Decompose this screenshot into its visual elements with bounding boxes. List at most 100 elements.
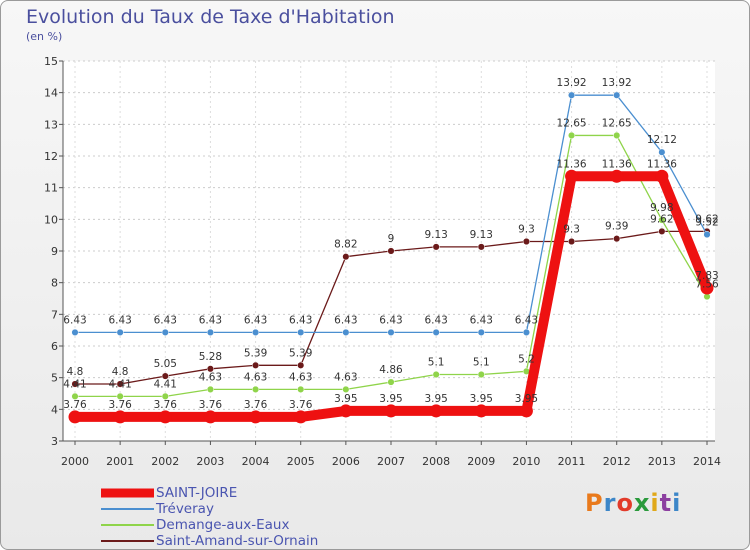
x-tick-label: 2009	[467, 455, 495, 468]
y-tick-label: 12	[44, 150, 58, 163]
data-point-saint-joire	[655, 169, 669, 183]
legend-swatch	[101, 540, 154, 542]
data-point-saint-joire	[203, 410, 217, 424]
legend-swatch	[101, 488, 154, 498]
data-point-saint-joire	[429, 404, 443, 418]
data-label-demange-aux-eaux: 4.63	[334, 371, 357, 383]
data-point-saint-joire	[700, 281, 714, 295]
y-tick-label: 10	[44, 213, 58, 226]
data-point-saint-joire	[519, 404, 533, 418]
data-label-saint-amand-sur-ornain: 9.13	[424, 229, 447, 241]
data-point-saint-joire	[610, 169, 624, 183]
data-point-tr-veray	[387, 328, 395, 336]
data-label-saint-joire: 7.83	[695, 270, 718, 282]
data-label-tr-veray: 6.43	[515, 314, 538, 326]
series-group	[68, 91, 714, 424]
data-label-saint-amand-sur-ornain: 9.3	[518, 224, 535, 236]
x-tick-label: 2007	[377, 455, 405, 468]
data-label-saint-amand-sur-ornain: 4.8	[67, 366, 84, 378]
data-point-demange-aux-eaux	[116, 392, 124, 400]
data-label-saint-amand-sur-ornain: 8.82	[334, 239, 357, 251]
y-tick-label: 7	[51, 308, 58, 321]
data-point-demange-aux-eaux	[342, 385, 350, 393]
data-point-tr-veray	[252, 328, 260, 336]
data-point-demange-aux-eaux	[161, 392, 169, 400]
data-point-saint-joire	[249, 410, 263, 424]
legend-swatch	[101, 508, 154, 510]
data-point-tr-veray	[613, 91, 621, 99]
data-point-saint-joire	[294, 410, 308, 424]
data-label-demange-aux-eaux: 12.65	[557, 117, 587, 129]
data-labels: 4.8 4.8 5.05 5.28 5.39 5.39 8.82 9 9.13 9.13 9.3 9.…	[63, 77, 719, 411]
y-tick-label: 5	[51, 372, 58, 385]
data-label-tr-veray: 6.43	[289, 314, 312, 326]
chart-title: Evolution du Taux de Taxe d'Habitation	[26, 6, 395, 28]
data-label-saint-joire: 3.95	[334, 393, 357, 405]
data-label-demange-aux-eaux: 9.98	[650, 202, 673, 214]
data-point-tr-veray	[703, 230, 711, 239]
legend-label: Tréveray	[156, 501, 214, 517]
data-label-demange-aux-eaux: 4.63	[244, 371, 267, 383]
data-point-demange-aux-eaux	[658, 216, 666, 224]
data-point-saint-amand-sur-ornain	[658, 227, 666, 235]
y-tick-label: 15	[44, 55, 58, 68]
data-point-saint-amand-sur-ornain	[116, 380, 124, 388]
data-label-tr-veray: 12.12	[647, 134, 677, 146]
x-tick-label: 2012	[603, 455, 631, 468]
x-tick-label: 2014	[693, 455, 721, 468]
data-label-tr-veray: 9.52	[695, 217, 718, 229]
data-point-tr-veray	[116, 328, 124, 336]
data-label-saint-amand-sur-ornain: 5.05	[154, 358, 177, 370]
data-point-tr-veray	[297, 328, 305, 336]
data-point-saint-amand-sur-ornain	[522, 237, 530, 246]
data-label-tr-veray: 6.43	[154, 314, 177, 326]
data-point-tr-veray	[568, 91, 576, 99]
data-point-saint-amand-sur-ornain	[71, 380, 79, 388]
data-point-saint-joire	[565, 169, 579, 183]
x-tick-label: 2004	[242, 455, 270, 468]
legend-label: Demange-aux-Eaux	[156, 517, 290, 533]
data-point-saint-amand-sur-ornain	[432, 243, 440, 251]
x-tick-label: 2008	[422, 455, 450, 468]
data-point-saint-amand-sur-ornain	[161, 372, 169, 380]
data-label-saint-amand-sur-ornain: 9.3	[563, 224, 580, 236]
data-label-tr-veray: 6.43	[424, 314, 447, 326]
data-label-demange-aux-eaux: 4.41	[154, 378, 177, 390]
data-label-demange-aux-eaux: 4.41	[63, 378, 86, 390]
data-point-saint-joire	[68, 410, 82, 424]
data-point-tr-veray	[658, 148, 666, 156]
y-tick-label: 6	[51, 340, 58, 353]
data-label-saint-joire: 3.76	[289, 399, 313, 411]
data-point-saint-amand-sur-ornain	[387, 247, 395, 255]
data-label-saint-joire: 3.76	[244, 399, 268, 411]
x-tick-label: 2000	[61, 455, 89, 468]
data-label-demange-aux-eaux: 4.63	[199, 371, 222, 383]
data-point-demange-aux-eaux	[432, 370, 440, 379]
data-label-demange-aux-eaux: 12.65	[602, 117, 632, 129]
data-point-saint-amand-sur-ornain	[477, 243, 485, 251]
data-label-saint-amand-sur-ornain: 5.39	[244, 347, 267, 359]
data-label-saint-amand-sur-ornain: 9.13	[470, 229, 493, 241]
y-tick-label: 3	[51, 435, 58, 448]
data-point-saint-joire	[474, 404, 488, 418]
y-tick-label: 14	[44, 87, 58, 100]
data-point-demange-aux-eaux	[297, 385, 305, 393]
data-point-demange-aux-eaux	[613, 131, 621, 139]
data-point-demange-aux-eaux	[568, 131, 576, 139]
data-label-saint-amand-sur-ornain: 5.39	[289, 347, 312, 359]
data-label-tr-veray: 6.43	[63, 314, 86, 326]
data-label-saint-joire: 11.36	[602, 158, 632, 170]
data-label-tr-veray: 13.92	[602, 77, 632, 89]
data-point-saint-amand-sur-ornain	[297, 361, 305, 369]
data-point-tr-veray	[206, 328, 214, 336]
data-label-saint-joire: 11.36	[557, 158, 587, 170]
x-tick-label: 2001	[106, 455, 134, 468]
data-label-saint-amand-sur-ornain: 9.62	[650, 213, 673, 225]
data-point-saint-amand-sur-ornain	[342, 253, 350, 261]
data-label-saint-joire: 3.95	[515, 393, 538, 405]
x-tick-label: 2002	[151, 455, 179, 468]
x-tick-label: 2003	[196, 455, 224, 468]
data-label-saint-amand-sur-ornain: 5.28	[199, 351, 222, 363]
data-point-demange-aux-eaux	[477, 370, 485, 379]
